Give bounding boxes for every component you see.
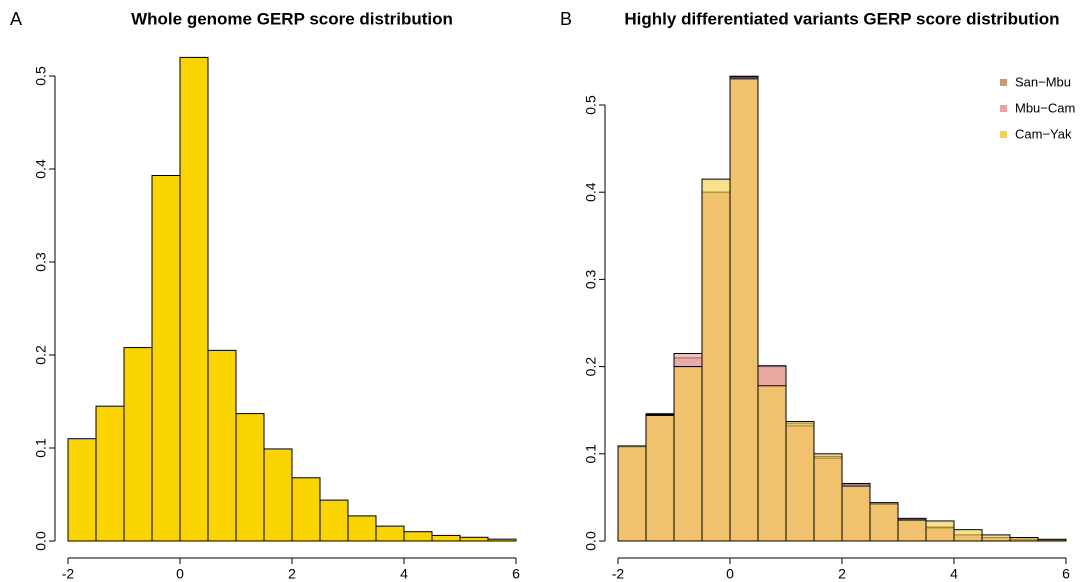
chart-title: Highly differentiated variants GERP scor… (624, 9, 1059, 28)
y-tick-label: 0.5 (33, 66, 49, 86)
x-tick-label: 4 (400, 566, 408, 582)
bar (179, 56, 209, 542)
bar (785, 421, 815, 542)
x-tick-label: -2 (612, 566, 625, 582)
y-tick-label: 0.4 (583, 182, 599, 202)
bar (617, 445, 647, 542)
bar (757, 385, 787, 542)
bar (67, 438, 97, 542)
y-tick-label: 0.2 (583, 357, 599, 377)
bar (431, 534, 461, 542)
bar (645, 414, 675, 542)
x-tick-label: 6 (512, 566, 520, 582)
x-tick-label: 6 (1062, 566, 1070, 582)
y-tick-label: 0.4 (33, 159, 49, 179)
y-tick-label: 0.0 (33, 531, 49, 551)
bar (897, 519, 927, 542)
bar (207, 349, 237, 542)
bar (869, 502, 899, 542)
x-tick-label: 2 (838, 566, 846, 582)
y-tick-label: 0.3 (33, 252, 49, 272)
bar (981, 534, 1011, 542)
bar (1009, 537, 1039, 542)
bar (263, 448, 293, 542)
bar (291, 477, 321, 542)
bar (347, 515, 377, 542)
legend-label: Cam−Yak (1015, 126, 1072, 141)
legend-swatch (1000, 79, 1007, 86)
bar (1037, 538, 1067, 542)
x-tick-label: -2 (62, 566, 75, 582)
y-tick-label: 0.1 (583, 444, 599, 464)
legend-swatch (1000, 131, 1007, 138)
panel-label: A (10, 9, 22, 29)
bar (925, 520, 955, 542)
bar (459, 536, 489, 542)
y-tick-label: 0.1 (33, 438, 49, 458)
bar (403, 531, 433, 542)
y-tick-label: 0.0 (583, 531, 599, 551)
y-tick-label: 0.5 (583, 95, 599, 115)
bar (487, 538, 517, 542)
x-tick-label: 0 (726, 566, 734, 582)
bar (841, 485, 871, 542)
legend-label: Mbu−Cam (1015, 100, 1075, 115)
bar (319, 499, 349, 542)
y-tick-label: 0.2 (33, 345, 49, 365)
legend-swatch (1000, 105, 1007, 112)
x-tick-label: 4 (950, 566, 958, 582)
bar (953, 529, 983, 542)
bar (673, 366, 703, 542)
bar (701, 178, 731, 542)
y-tick-label: 0.3 (583, 269, 599, 289)
bar (151, 175, 181, 542)
chart-title: Whole genome GERP score distribution (131, 9, 453, 28)
bar (123, 347, 153, 542)
bar (813, 453, 843, 542)
x-tick-label: 0 (176, 566, 184, 582)
bar (729, 78, 759, 542)
x-tick-label: 2 (288, 566, 296, 582)
legend-label: San−Mbu (1015, 74, 1071, 89)
bar (95, 405, 125, 542)
bar (375, 525, 405, 542)
bar (235, 413, 265, 542)
panel-label: B (560, 9, 572, 29)
